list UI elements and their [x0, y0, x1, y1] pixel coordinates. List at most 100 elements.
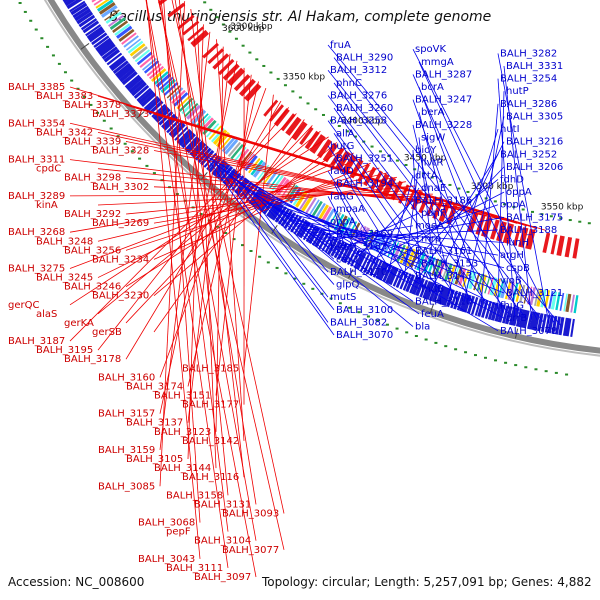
reverse-gene-label: gerSB [92, 327, 122, 338]
reverse-leader-line [157, 0, 285, 550]
forward-gene [101, 46, 118, 60]
forward-gene [477, 298, 486, 317]
forward-gene [140, 92, 157, 108]
gap-marker [473, 354, 477, 357]
tick-mark [429, 303, 435, 314]
reverse-gene-label: BALH_3104 [194, 536, 251, 547]
feature-category-bar [305, 197, 317, 214]
forward-gene [558, 316, 565, 336]
reverse-leader-line [69, 86, 547, 231]
reverse-gene [542, 232, 551, 253]
feature-category-bar [527, 286, 533, 305]
rna-marker [306, 102, 310, 105]
gap-marker [199, 213, 203, 216]
reverse-gene [227, 67, 246, 86]
rna-marker [321, 113, 325, 116]
gap-marker [18, 2, 22, 5]
feature-category-bar [108, 14, 124, 27]
feature-category-bar [244, 155, 258, 172]
forward-leader-line [403, 162, 420, 280]
forward-gene [532, 312, 541, 331]
reverse-leader-line [187, 53, 231, 423]
forward-gene-label: hutI [500, 124, 520, 135]
forward-gene-label: fhuG [500, 301, 524, 312]
forward-gene [372, 260, 383, 278]
feature-category-bar [224, 138, 239, 155]
reverse-gene [299, 126, 314, 145]
rna-marker [221, 23, 225, 26]
reverse-gene [233, 74, 251, 92]
gap-marker [524, 366, 528, 369]
feature-category-bar [333, 213, 345, 231]
gap-marker [109, 127, 113, 130]
forward-gene [145, 97, 162, 113]
reverse-gene [202, 42, 219, 59]
rna-marker [354, 135, 358, 138]
forward-gene [203, 152, 217, 168]
gap-marker [275, 266, 279, 269]
forward-gene-label: bcrA [421, 82, 444, 93]
forward-gene [106, 52, 123, 66]
feature-category-bar [548, 290, 554, 309]
reverse-gene-label: cpdC [36, 164, 61, 175]
reverse-gene-label: BALH_3354 [8, 118, 65, 129]
forward-gene-label: BALH_3175 [506, 212, 563, 223]
reverse-gene-label: BALH_3123 [154, 427, 211, 438]
reverse-leader-line [97, 152, 354, 278]
gap-marker [29, 19, 33, 22]
forward-leader-line [224, 171, 420, 315]
feature-category-bar [447, 264, 457, 283]
reverse-gene-label: pepF [166, 527, 191, 538]
forward-leader-line [290, 219, 499, 256]
feature-category-bar [311, 200, 323, 218]
forward-leader-line [229, 175, 335, 311]
gap-marker [23, 10, 27, 13]
feature-category-bar [515, 283, 522, 302]
feature-category-bar [123, 35, 139, 48]
forward-gene [110, 56, 127, 72]
feature-category-bar [271, 175, 284, 191]
reverse-gene [291, 121, 308, 141]
rna-marker [466, 190, 470, 193]
gap-marker [434, 341, 438, 344]
reverse-leader-line [125, 100, 282, 360]
feature-category-bar [497, 279, 505, 298]
forward-gene [86, 26, 104, 40]
feature-category-bar [323, 208, 336, 226]
gap-marker [454, 348, 458, 351]
forward-gene-label: mutS [330, 292, 356, 303]
reverse-gene [263, 99, 279, 117]
rna-marker [370, 145, 374, 148]
forward-gene [419, 279, 429, 298]
backbone-outer-ring [43, 0, 600, 357]
rna-marker [430, 176, 434, 179]
reverse-gene-label: alaS [36, 309, 57, 320]
gap-marker [483, 356, 487, 359]
tick-label: 3500 kbp [471, 182, 514, 192]
forward-leader-line [412, 124, 454, 299]
feature-category-bar [452, 266, 460, 284]
forward-leader-line [215, 164, 329, 323]
forward-gene [121, 70, 138, 86]
reverse-gene-label: BALH_3093 [222, 508, 279, 519]
gap-marker [249, 249, 253, 252]
forward-gene [166, 118, 181, 134]
forward-gene [74, 8, 92, 22]
forward-gene [564, 318, 572, 337]
gap-marker [57, 62, 61, 65]
forward-gene [138, 89, 154, 105]
forward-gene [76, 11, 94, 25]
forward-gene [103, 48, 121, 63]
forward-gene [311, 229, 324, 246]
forward-gene-label: oppA [506, 187, 532, 198]
gap-marker [376, 319, 380, 322]
forward-gene-label: oppA [500, 200, 526, 211]
reverse-gene [572, 238, 580, 259]
gap-marker [258, 255, 262, 258]
feature-category-bar [104, 9, 120, 21]
reverse-gene-label: BALH_3195 [36, 345, 93, 356]
forward-gene [66, 0, 83, 10]
forward-gene [91, 32, 108, 46]
forward-gene [119, 68, 136, 83]
